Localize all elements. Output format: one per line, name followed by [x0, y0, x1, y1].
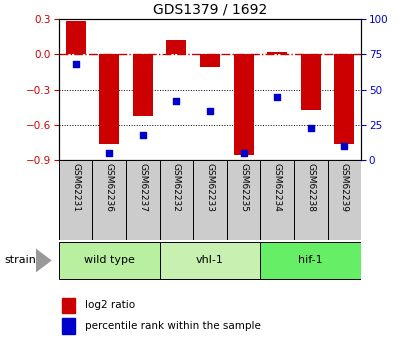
Polygon shape — [36, 248, 52, 273]
Bar — [160, 242, 260, 279]
Text: log2 ratio: log2 ratio — [84, 300, 135, 310]
Point — [207, 108, 213, 114]
Bar — [99, 55, 119, 144]
Text: GSM62235: GSM62235 — [239, 163, 248, 212]
Bar — [166, 40, 186, 55]
Text: GSM62234: GSM62234 — [273, 163, 282, 212]
Bar — [66, 21, 86, 55]
Point — [106, 150, 113, 156]
Point — [240, 150, 247, 156]
Text: GSM62236: GSM62236 — [105, 163, 114, 212]
Bar — [133, 55, 153, 116]
Text: wild type: wild type — [84, 255, 135, 265]
Point — [139, 132, 146, 138]
Bar — [200, 55, 220, 67]
Text: GSM62238: GSM62238 — [306, 163, 315, 212]
Text: GSM62239: GSM62239 — [340, 163, 349, 212]
Bar — [334, 55, 354, 144]
Point — [173, 98, 180, 104]
Text: GSM62232: GSM62232 — [172, 163, 181, 212]
Text: percentile rank within the sample: percentile rank within the sample — [84, 321, 260, 331]
Text: GSM62237: GSM62237 — [138, 163, 147, 212]
Point — [341, 144, 348, 149]
Bar — [193, 160, 227, 240]
Bar — [62, 318, 75, 334]
Bar — [260, 160, 294, 240]
Bar — [260, 242, 361, 279]
Bar — [301, 55, 321, 110]
Bar — [227, 160, 260, 240]
Text: vhl-1: vhl-1 — [196, 255, 224, 265]
Bar — [126, 160, 160, 240]
Bar — [234, 55, 254, 155]
Text: GSM62233: GSM62233 — [205, 163, 215, 212]
Bar — [92, 160, 126, 240]
Text: hif-1: hif-1 — [299, 255, 323, 265]
Bar — [267, 52, 287, 55]
Bar — [294, 160, 328, 240]
Point — [72, 61, 79, 67]
Bar — [160, 160, 193, 240]
Bar — [328, 160, 361, 240]
Bar — [59, 242, 160, 279]
Text: strain: strain — [4, 256, 36, 265]
Bar — [59, 160, 92, 240]
Text: GSM62231: GSM62231 — [71, 163, 80, 212]
Bar — [62, 298, 75, 313]
Point — [307, 125, 314, 131]
Point — [274, 94, 281, 100]
Title: GDS1379 / 1692: GDS1379 / 1692 — [153, 2, 267, 17]
